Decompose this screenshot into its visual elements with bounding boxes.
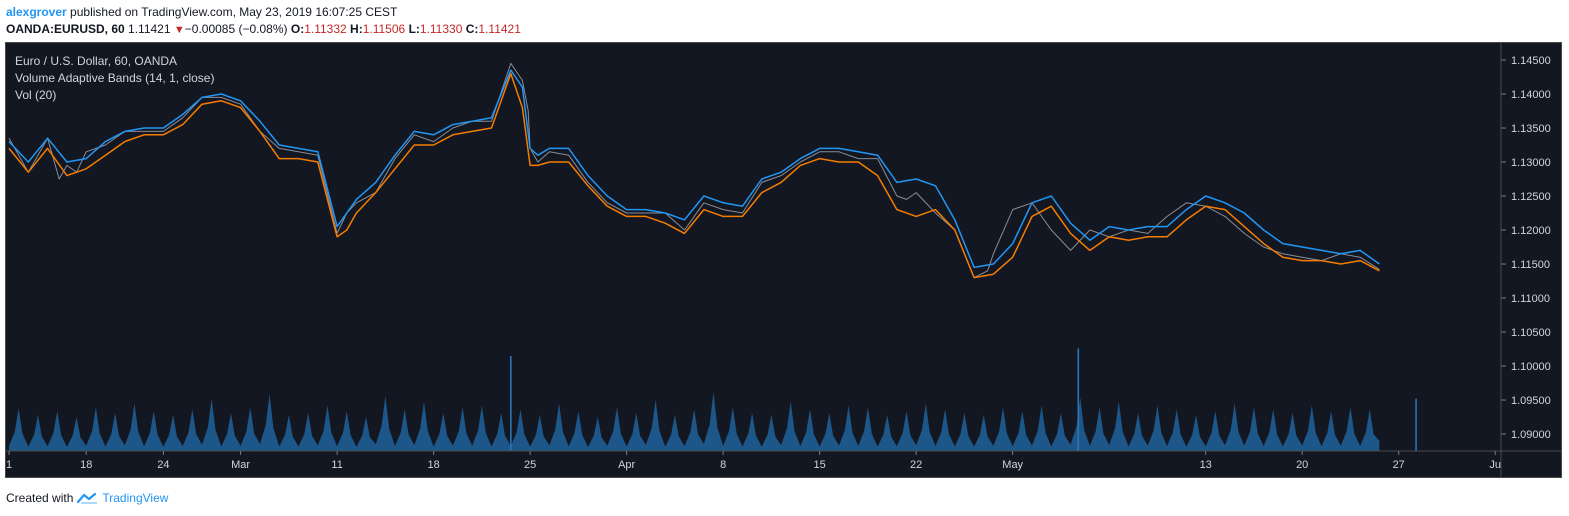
x-tick-label: 27: [1393, 459, 1405, 471]
x-tick-label: 15: [814, 459, 826, 471]
x-tick-label: 1: [6, 459, 12, 471]
price-change: −0.00085 (−0.08%): [184, 22, 288, 36]
publish-header: alexgrover published on TradingView.com,…: [6, 5, 397, 19]
volume-area: [9, 392, 1380, 451]
x-tick-label: 18: [428, 459, 440, 471]
open-label: O:: [290, 22, 305, 36]
y-tick-label: 1.09500: [1511, 395, 1551, 407]
x-tick-label: 13: [1200, 459, 1212, 471]
x-tick-label: 22: [910, 459, 922, 471]
footer: Created with TradingView: [6, 491, 168, 505]
chart-legend: Euro / U.S. Dollar, 60, OANDA Volume Ada…: [15, 53, 214, 104]
publish-info: published on TradingView.com, May 23, 20…: [70, 5, 398, 19]
y-tick-label: 1.12000: [1511, 225, 1551, 237]
chart-canvas[interactable]: 1.14500 1.14000 1.13500 1.13000 1.12500 1.120…: [6, 43, 1561, 477]
chart-pane[interactable]: 1.14500 1.14000 1.13500 1.13000 1.12500 1.120…: [5, 42, 1562, 478]
x-tick-label: 20: [1296, 459, 1308, 471]
x-tick-label: Ju: [1489, 459, 1501, 471]
close-label: C:: [465, 22, 479, 36]
y-tick-label: 1.14000: [1511, 89, 1551, 101]
y-tick-label: 1.09000: [1511, 429, 1551, 441]
x-tick-label: 8: [720, 459, 726, 471]
x-tick-label: 25: [524, 459, 536, 471]
created-with-text: Created with: [6, 491, 74, 505]
y-tick-label: 1.10500: [1511, 327, 1551, 339]
legend-volume[interactable]: Vol (20): [15, 88, 57, 102]
x-tick-label: May: [1002, 459, 1023, 471]
symbol-bar: OANDA:EURUSD, 60 1.11421 ▼−0.00085 (−0.0…: [6, 22, 521, 36]
upper-band-line: [8, 69, 1380, 269]
y-tick-label: 1.11500: [1511, 259, 1550, 271]
x-tick-label: Mar: [231, 459, 250, 471]
author-link[interactable]: alexgrover: [6, 5, 67, 19]
low-value: 1.11330: [419, 22, 463, 36]
open-value: 1.11332: [304, 22, 347, 36]
legend-symbol-title: Euro / U.S. Dollar, 60, OANDA: [15, 54, 178, 68]
x-tick-label: 11: [331, 459, 342, 471]
legend-indicator[interactable]: Volume Adaptive Bands (14, 1, close): [15, 71, 215, 85]
last-price: 1.11421: [128, 22, 171, 36]
low-label: L:: [408, 22, 420, 36]
lower-band-line: [8, 72, 1380, 279]
x-tick-label: 24: [157, 459, 169, 471]
x-tick-label: 18: [80, 459, 92, 471]
close-value: 1.11421: [478, 22, 521, 36]
price-line: [8, 62, 1380, 279]
y-tick-label: 1.14500: [1511, 55, 1551, 67]
high-value: 1.11506: [362, 22, 406, 36]
y-tick-label: 1.11000: [1511, 293, 1550, 305]
high-label: H:: [350, 22, 363, 36]
tradingview-logo-icon[interactable]: [77, 492, 99, 504]
y-tick-label: 1.13500: [1511, 123, 1551, 135]
tradingview-link[interactable]: TradingView: [102, 491, 169, 505]
symbol-name: OANDA:EURUSD, 60: [6, 22, 125, 36]
down-arrow-icon: ▼: [173, 24, 185, 36]
y-tick-label: 1.12500: [1511, 191, 1551, 203]
y-tick-label: 1.13000: [1511, 157, 1551, 169]
x-tick-label: Apr: [618, 459, 635, 471]
y-tick-label: 1.10000: [1511, 361, 1551, 373]
